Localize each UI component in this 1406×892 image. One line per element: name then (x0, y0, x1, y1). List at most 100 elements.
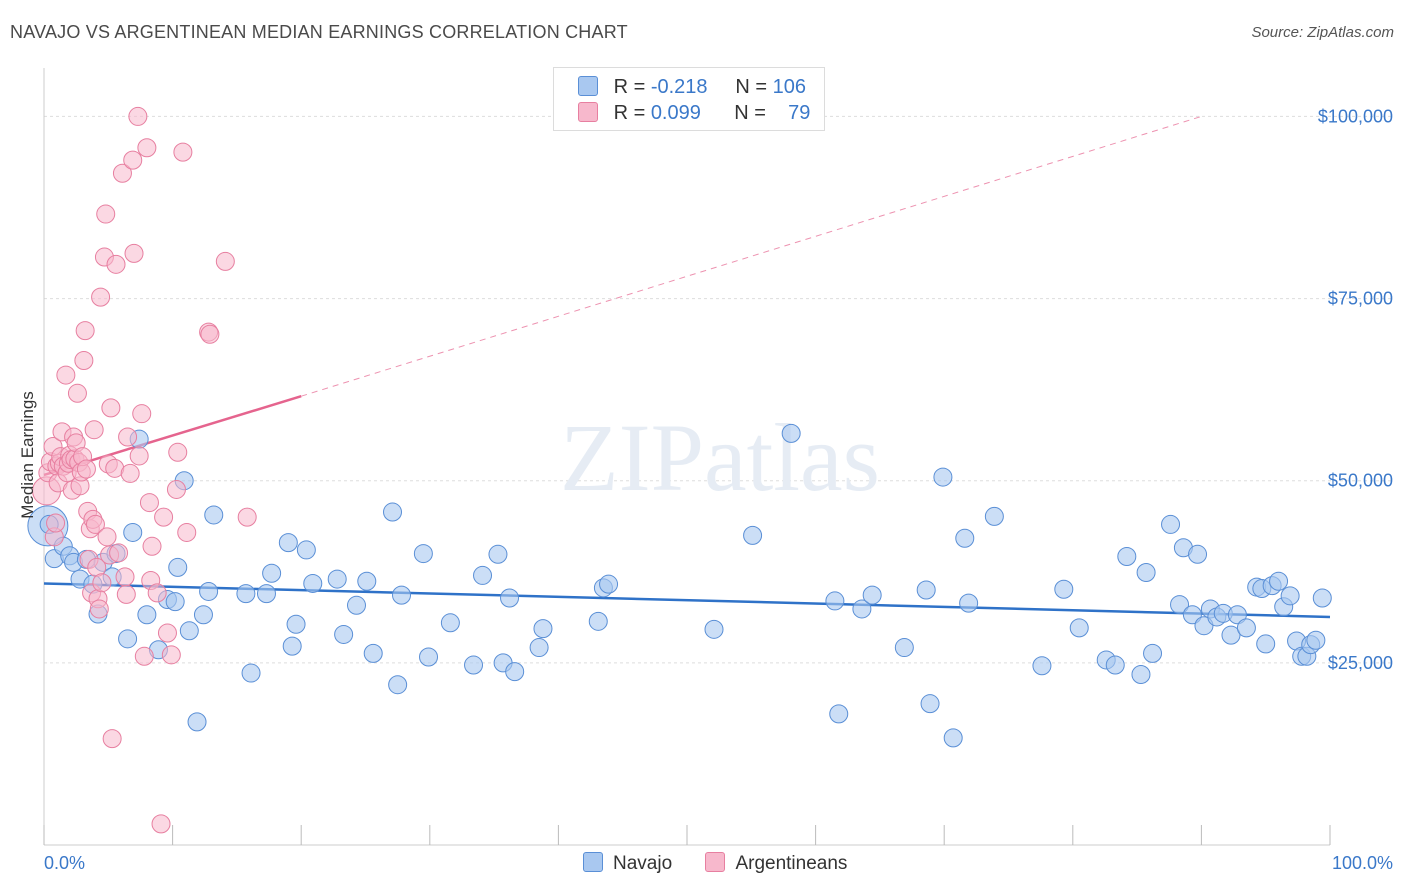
navajo-trend-line (43, 582, 1331, 619)
argentinean-point (89, 599, 109, 619)
navajo-point (781, 423, 801, 443)
argentinean-point (168, 442, 188, 462)
navajo-point (137, 605, 157, 625)
navajo-point (296, 540, 316, 560)
navajo-point (327, 569, 347, 589)
navajo-point (1269, 571, 1289, 591)
argentinean-point (97, 527, 117, 547)
argentinean-point (157, 623, 177, 643)
argentinean-point (129, 446, 149, 466)
legend-item-navajo[interactable]: Navajo (583, 852, 672, 875)
chart-source: Source: ZipAtlas.com (1251, 24, 1394, 41)
argentinean-point (161, 645, 181, 665)
legend-item-argentineans[interactable]: Argentineans (705, 852, 847, 875)
navajo-point (505, 662, 525, 682)
navajo-point (599, 574, 619, 594)
navajo-point (179, 621, 199, 641)
navajo-point (1136, 563, 1156, 583)
navajo-point (1143, 643, 1163, 663)
navajo-point (588, 611, 608, 631)
navajo-point (199, 581, 219, 601)
chart-title: NAVAJO VS ARGENTINEAN MEDIAN EARNINGS CO… (10, 22, 628, 42)
navajo-point (933, 467, 953, 487)
argentinean-swatch (578, 102, 598, 122)
x-tick-label: 100.0% (1332, 853, 1393, 873)
y-tick-label: $25,000 (1328, 653, 1393, 673)
stats-legend: R = -0.218 N = 106 R = 0.099 N = 79 (553, 67, 825, 131)
navajo-point (1032, 656, 1052, 676)
navajo-point (1306, 630, 1326, 650)
navajo-point (357, 571, 377, 591)
navajo-swatch (583, 852, 603, 872)
navajo-point (1069, 618, 1089, 638)
navajo-point (334, 624, 354, 644)
argentinean-point (85, 514, 105, 534)
navajo-point (168, 557, 188, 577)
navajo-point (862, 585, 882, 605)
navajo-point (236, 584, 256, 604)
navajo-point (704, 619, 724, 639)
navajo-point (278, 533, 298, 553)
navajo-point (241, 663, 261, 683)
navajo-point (1188, 544, 1208, 564)
argentinean-point (123, 150, 143, 170)
navajo-point (118, 629, 138, 649)
navajo-point (303, 573, 323, 593)
argentinean-point (120, 463, 140, 483)
argentinean-point (139, 493, 159, 513)
navajo-point (533, 619, 553, 639)
navajo-point (1227, 605, 1247, 625)
series-legend: Navajo Argentineans (583, 852, 875, 875)
argentinean-point (76, 459, 96, 479)
legend-row-navajo: R = -0.218 N = 106 (578, 76, 806, 102)
n-label: N = (735, 76, 768, 98)
navajo-swatch (578, 76, 598, 96)
argentinean-point (173, 142, 193, 162)
argentinean-point (101, 398, 121, 418)
navajo-point (204, 505, 224, 525)
navajo-point (1236, 618, 1256, 638)
navajo-point (894, 638, 914, 658)
navajo-point (286, 614, 306, 634)
navajo-point (1117, 546, 1137, 566)
r-label: R = (613, 102, 646, 124)
navajo-point (262, 563, 282, 583)
legend-label: Argentineans (735, 853, 848, 874)
r-label: R = (613, 76, 646, 98)
navajo-point (346, 595, 366, 615)
argentinean-point (56, 365, 76, 385)
argentinean-point (91, 287, 111, 307)
argentinean-point (116, 584, 136, 604)
watermark: ZIPatlas (560, 404, 880, 511)
navajo-point (123, 522, 143, 542)
n-value: 106 (772, 76, 806, 98)
r-value: 0.099 (650, 102, 701, 124)
argentinean-point (128, 106, 148, 126)
navajo-point (743, 525, 763, 545)
argentinean-point (67, 383, 87, 403)
navajo-point (943, 728, 963, 748)
navajo-point (1256, 634, 1276, 654)
argentinean-point (112, 163, 132, 183)
argentinean-point (134, 646, 154, 666)
navajo-point (165, 592, 185, 612)
navajo-point (984, 506, 1004, 526)
argentinean-trend-extension (301, 115, 1202, 397)
gridlines (44, 115, 1392, 664)
argentinean-point (106, 254, 126, 274)
navajo-point (1221, 625, 1241, 645)
argentinean-point (151, 814, 171, 834)
argentinean-point (142, 536, 162, 556)
argentinean-point (102, 729, 122, 749)
navajo-point (413, 544, 433, 564)
navajo-point (193, 605, 213, 625)
argentinean-points (32, 106, 257, 834)
navajo-point (473, 565, 493, 585)
argentinean-swatch (705, 852, 726, 872)
tick-labels: $25,000 $50,000 $75,000 $100,000 0.0% 100.0% (44, 106, 1393, 873)
y-tick-label: $75,000 (1328, 289, 1393, 309)
argentinean-point (154, 507, 174, 527)
argentinean-point (46, 513, 66, 533)
argentinean-point (177, 522, 197, 542)
